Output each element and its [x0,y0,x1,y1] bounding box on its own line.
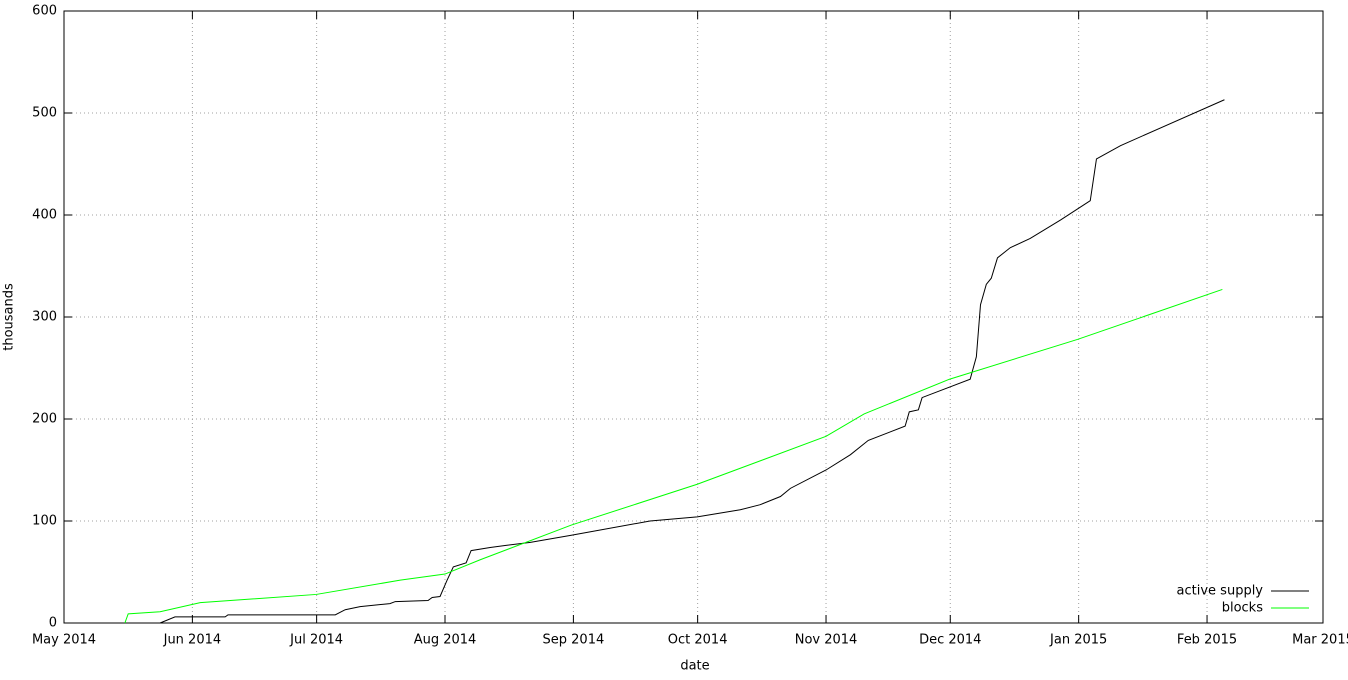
y-tick-label: 200 [32,412,57,427]
legend-label: active supply [1177,584,1264,599]
series-line [124,288,1223,624]
x-tick-label: Aug 2014 [414,633,477,648]
x-tick-label: Jul 2014 [289,633,343,648]
y-tick-label: 400 [32,208,57,223]
legend-label: blocks [1222,601,1263,616]
x-tick-label: Dec 2014 [919,633,981,648]
y-tick-label: 0 [49,616,57,631]
y-tick-label: 300 [32,310,57,325]
x-tick-label: Sep 2014 [543,633,605,648]
y-tick-label: 500 [32,106,57,121]
x-tick-label: Jun 2014 [163,633,222,648]
x-tick-label: Jan 2015 [1049,633,1107,648]
y-axis-label: thousands [2,283,17,351]
x-tick-label: Oct 2014 [668,633,728,648]
series-line [159,99,1225,624]
y-tick-label: 600 [32,4,57,19]
y-tick-label: 100 [32,514,57,529]
x-tick-label: Feb 2015 [1177,633,1237,648]
plot-frame [63,10,1324,624]
x-tick-label: Nov 2014 [795,633,858,648]
x-tick-label: May 2014 [32,633,96,648]
x-axis-label: date [680,659,709,674]
x-tick-label: Mar 2015 [1292,633,1348,648]
